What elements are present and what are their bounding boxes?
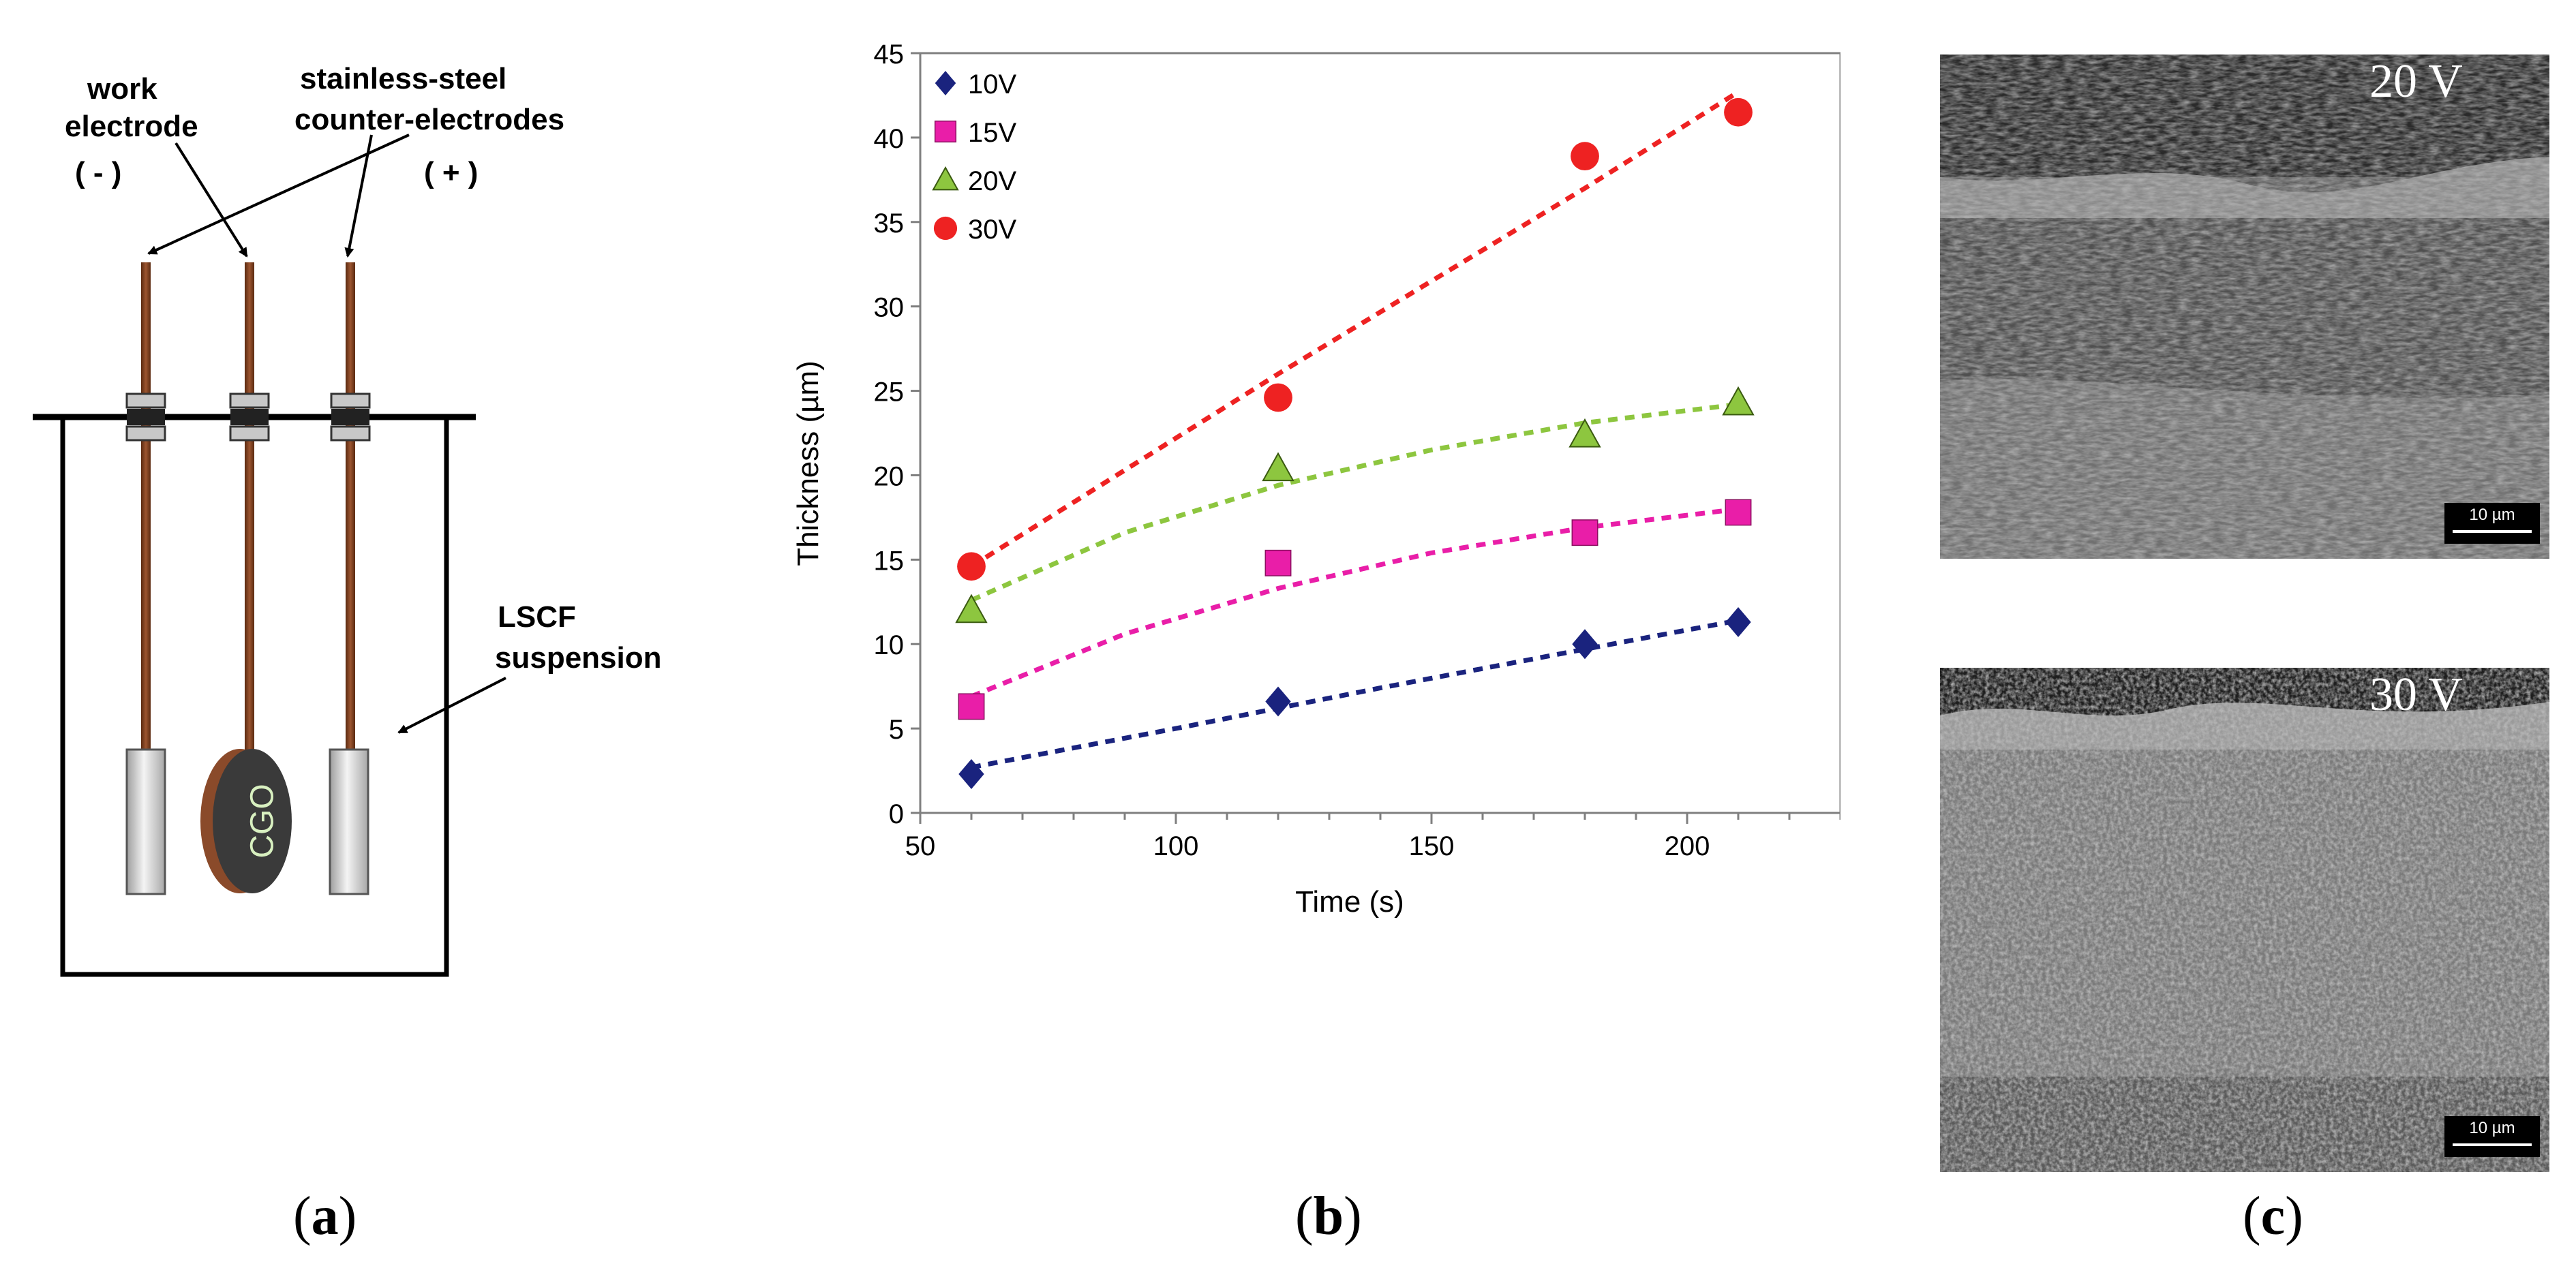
fit-line-30v bbox=[970, 90, 1740, 569]
x-axis-title: Time (s) bbox=[1295, 885, 1404, 919]
left-rod bbox=[141, 262, 151, 753]
fit-line-20v bbox=[970, 401, 1739, 603]
data-point-15v bbox=[1571, 519, 1598, 546]
legend-marker-30v bbox=[933, 216, 958, 241]
sem-label-30v: 30 V bbox=[2369, 668, 2463, 721]
sem-image-30v: 30 V 10 µm bbox=[1940, 668, 2549, 1172]
suspension-label: suspension bbox=[495, 641, 662, 675]
thickness-chart-panel: 0 5 10 15 20 25 30 35 40 45 50 100 150 200 10V 15V 20V 3… bbox=[750, 0, 1842, 1022]
y-tick-label: 35 bbox=[874, 209, 905, 238]
left-clamp bbox=[125, 392, 166, 442]
legend-label-30v: 30V bbox=[968, 215, 1016, 245]
y-tick-label: 30 bbox=[874, 293, 905, 323]
scale-bar-20v: 10 µm bbox=[2469, 506, 2515, 524]
plot-frame bbox=[919, 52, 1842, 814]
data-point-30v bbox=[1571, 142, 1599, 171]
data-point-15v bbox=[1264, 549, 1292, 576]
data-point-30v bbox=[1264, 383, 1292, 412]
middle-clamp bbox=[229, 392, 270, 442]
plus-label: ( + ) bbox=[424, 156, 478, 189]
arrow-to-suspension bbox=[397, 677, 506, 734]
y-tick-label: 40 bbox=[874, 124, 905, 154]
data-point-15v bbox=[958, 693, 985, 720]
y-tick-label: 0 bbox=[889, 799, 904, 829]
legend-marker-15v bbox=[934, 120, 957, 143]
legend-marker-10v bbox=[935, 71, 956, 95]
thickness-chart: 0 5 10 15 20 25 30 35 40 45 50 100 150 200 10V 15V 20V 3… bbox=[791, 40, 1842, 919]
work-label: work bbox=[87, 72, 157, 106]
legend-marker-20v bbox=[932, 166, 959, 191]
caption-c: (c) bbox=[2243, 1186, 2303, 1246]
y-tick-label: 10 bbox=[874, 630, 905, 660]
cgo-disk-label: CGO bbox=[245, 784, 281, 858]
x-tick-label: 50 bbox=[905, 831, 936, 861]
scale-bar-30v: 10 µm bbox=[2469, 1119, 2515, 1137]
fit-line-15v bbox=[970, 506, 1739, 699]
arrow-to-right-rod bbox=[344, 134, 373, 258]
caption-a: (a) bbox=[293, 1186, 357, 1246]
y-tick-label: 25 bbox=[874, 377, 905, 407]
sem-image-20v: 20 V 10 µm bbox=[1940, 55, 2549, 559]
x-tick-label: 200 bbox=[1665, 831, 1710, 861]
right-steel-electrode bbox=[329, 748, 369, 895]
legend-label-20v: 20V bbox=[968, 166, 1016, 196]
legend-label-15v: 15V bbox=[968, 118, 1016, 148]
data-point-20v bbox=[1722, 386, 1755, 416]
cell-schematic-panel: work electrode ( - ) stainless-steel cou… bbox=[0, 0, 750, 1158]
data-point-20v bbox=[955, 594, 988, 623]
y-tick-label: 45 bbox=[874, 40, 905, 70]
minus-label: ( - ) bbox=[75, 156, 121, 189]
cgo-disk: CGO bbox=[200, 749, 292, 893]
data-point-30v bbox=[1724, 97, 1753, 127]
lscf-label: LSCF bbox=[498, 600, 576, 634]
cell-schematic: work electrode ( - ) stainless-steel cou… bbox=[33, 62, 662, 977]
caption-b-letter: b bbox=[1313, 1186, 1344, 1246]
left-steel-electrode bbox=[125, 748, 166, 895]
right-clamp bbox=[330, 392, 371, 442]
sem-label-20v: 20 V bbox=[2369, 55, 2463, 108]
container-beaker bbox=[60, 417, 449, 977]
middle-rod bbox=[245, 262, 254, 753]
x-tick-label: 100 bbox=[1153, 831, 1199, 861]
stainless-steel-label: stainless-steel bbox=[300, 62, 506, 95]
caption-b: (b) bbox=[1295, 1186, 1362, 1246]
data-point-10v bbox=[958, 759, 984, 790]
caption-c-letter: c bbox=[2260, 1186, 2286, 1246]
arrow-work-to-left bbox=[147, 134, 410, 255]
data-point-10v bbox=[1265, 686, 1291, 717]
data-point-30v bbox=[957, 552, 986, 581]
data-point-10v bbox=[1725, 607, 1751, 638]
legend-label-10v: 10V bbox=[968, 70, 1016, 99]
y-axis-title: Thickness (µm) bbox=[791, 360, 825, 566]
y-tick-label: 15 bbox=[874, 546, 905, 576]
y-tick-label: 20 bbox=[874, 461, 905, 491]
arrow-to-middle-rod bbox=[175, 142, 248, 258]
data-point-20v bbox=[1569, 418, 1601, 448]
sem-images-panel: 20 V 10 µm 30 V 10 µm bbox=[1922, 27, 2549, 1172]
counter-electrodes-label: counter-electrodes bbox=[294, 103, 564, 136]
right-rod bbox=[346, 262, 355, 753]
caption-a-letter: a bbox=[311, 1186, 339, 1246]
data-point-10v bbox=[1572, 629, 1598, 660]
y-tick-label: 5 bbox=[889, 715, 904, 745]
fit-line-10v bbox=[971, 618, 1739, 770]
x-tick-label: 150 bbox=[1409, 831, 1455, 861]
electrode-label: electrode bbox=[65, 110, 198, 143]
data-point-20v bbox=[1262, 452, 1294, 482]
data-point-15v bbox=[1725, 499, 1752, 526]
